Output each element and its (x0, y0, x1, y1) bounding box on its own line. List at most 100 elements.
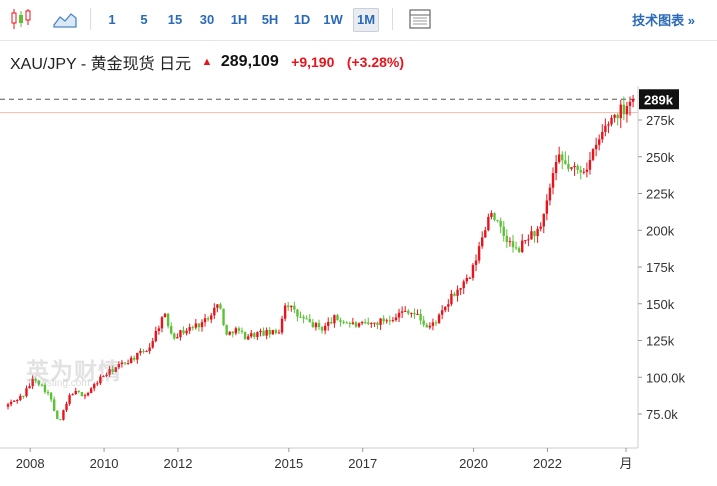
candle-body (521, 240, 524, 252)
candle-body (511, 241, 515, 248)
candle-body (151, 341, 154, 348)
candle-body (616, 114, 619, 119)
candle-body (234, 328, 238, 334)
candle-body (327, 322, 330, 326)
interval-5[interactable]: 5 (140, 12, 148, 27)
candle-body (37, 380, 40, 385)
candle-body (271, 330, 275, 335)
x-tick-label: 2015 (274, 456, 303, 471)
candle-body (114, 367, 117, 372)
interval-30[interactable]: 30 (199, 12, 215, 27)
candle-body (311, 322, 315, 328)
price-change: +9,190 (291, 54, 335, 70)
candle-body (237, 328, 241, 331)
interval-1h[interactable]: 1H (230, 12, 248, 27)
candle-body (262, 330, 265, 336)
candle-body (385, 320, 388, 322)
candle-body (397, 312, 401, 318)
y-tick-label: 75.0k (646, 407, 678, 422)
candle-body (280, 318, 284, 333)
candle-body (105, 374, 108, 377)
interval-5h[interactable]: 5H (261, 12, 279, 27)
candle-body (231, 331, 234, 334)
candle-body (89, 388, 93, 394)
candle-body (99, 376, 102, 384)
candle-body (182, 330, 185, 334)
candle-body (499, 220, 502, 227)
candle-body (554, 161, 558, 174)
candle-body (440, 310, 444, 315)
candle-body (354, 322, 358, 327)
interval-1w[interactable]: 1W (323, 12, 343, 27)
candle-body (136, 352, 139, 360)
candlestick-icon[interactable] (8, 7, 34, 31)
candle-body (604, 125, 607, 132)
tech-chart-link[interactable]: 技术图表 » (632, 13, 695, 28)
interval-1d[interactable]: 1D (293, 12, 311, 27)
candle-body (296, 309, 299, 317)
candle-body (108, 369, 111, 375)
candle-body (561, 154, 564, 161)
candle-body (456, 289, 459, 296)
candle-body (388, 320, 392, 322)
candle-body (594, 144, 598, 150)
candle-body (222, 308, 225, 325)
candle-body (56, 410, 59, 420)
candle-body (317, 323, 321, 328)
candle-body (111, 369, 114, 372)
candle-body (477, 246, 481, 261)
candle-body (210, 315, 213, 320)
interval-1[interactable]: 1 (108, 12, 116, 27)
watermark-sub: Investing.com (28, 378, 90, 389)
candle-body (160, 317, 164, 329)
candle-body (360, 322, 364, 324)
candle-body (363, 322, 367, 324)
last-price-badge (639, 89, 679, 110)
candle-body (250, 333, 253, 337)
candle-body (173, 333, 176, 339)
candle-body (120, 362, 124, 365)
candle-body (459, 288, 462, 290)
candle-body (444, 306, 447, 311)
candle-body (496, 219, 499, 221)
candle-body (493, 213, 496, 220)
candle-body (142, 350, 145, 352)
x-tick-label: 2020 (459, 456, 488, 471)
area-chart-icon[interactable] (52, 7, 78, 31)
last-price: 289,109 (220, 53, 279, 70)
candle-body (468, 277, 472, 279)
candle-body (68, 395, 71, 404)
candlestick-chart[interactable]: 75.0k 100.0k 125k 150k 175k 200k 225k 250k 275k 2… (0, 86, 717, 486)
candle-body (191, 327, 194, 329)
candle-body (12, 400, 16, 402)
candle-body (462, 281, 465, 289)
candle-body (206, 318, 210, 320)
interval-15[interactable]: 15 (167, 12, 183, 27)
candle-body (367, 322, 370, 324)
interval-1m[interactable]: 1M (353, 8, 379, 32)
candle-body (465, 277, 468, 282)
candle-body (370, 322, 373, 324)
candle-body (434, 322, 438, 324)
candle-body (323, 325, 327, 331)
candle-body (330, 322, 333, 324)
candle-body (333, 315, 336, 324)
x-tick-label: 2008 (16, 456, 45, 471)
candle-body (576, 165, 579, 171)
candle-body (129, 357, 133, 364)
candle-body (46, 392, 50, 394)
candle-body (536, 228, 539, 237)
x-tick-label: 2012 (164, 456, 193, 471)
y-tick-label: 150k (646, 297, 675, 312)
candle-body (52, 399, 56, 411)
candle-body (102, 376, 105, 378)
candle-body (391, 320, 395, 322)
candle-body (256, 332, 259, 337)
candle-body (567, 163, 570, 169)
candle-body (351, 322, 355, 324)
x-tick-label: 2010 (90, 456, 119, 471)
candle-body (628, 101, 632, 107)
candle-body (625, 106, 629, 115)
candle-body (299, 316, 302, 318)
table-icon[interactable] (407, 7, 433, 31)
